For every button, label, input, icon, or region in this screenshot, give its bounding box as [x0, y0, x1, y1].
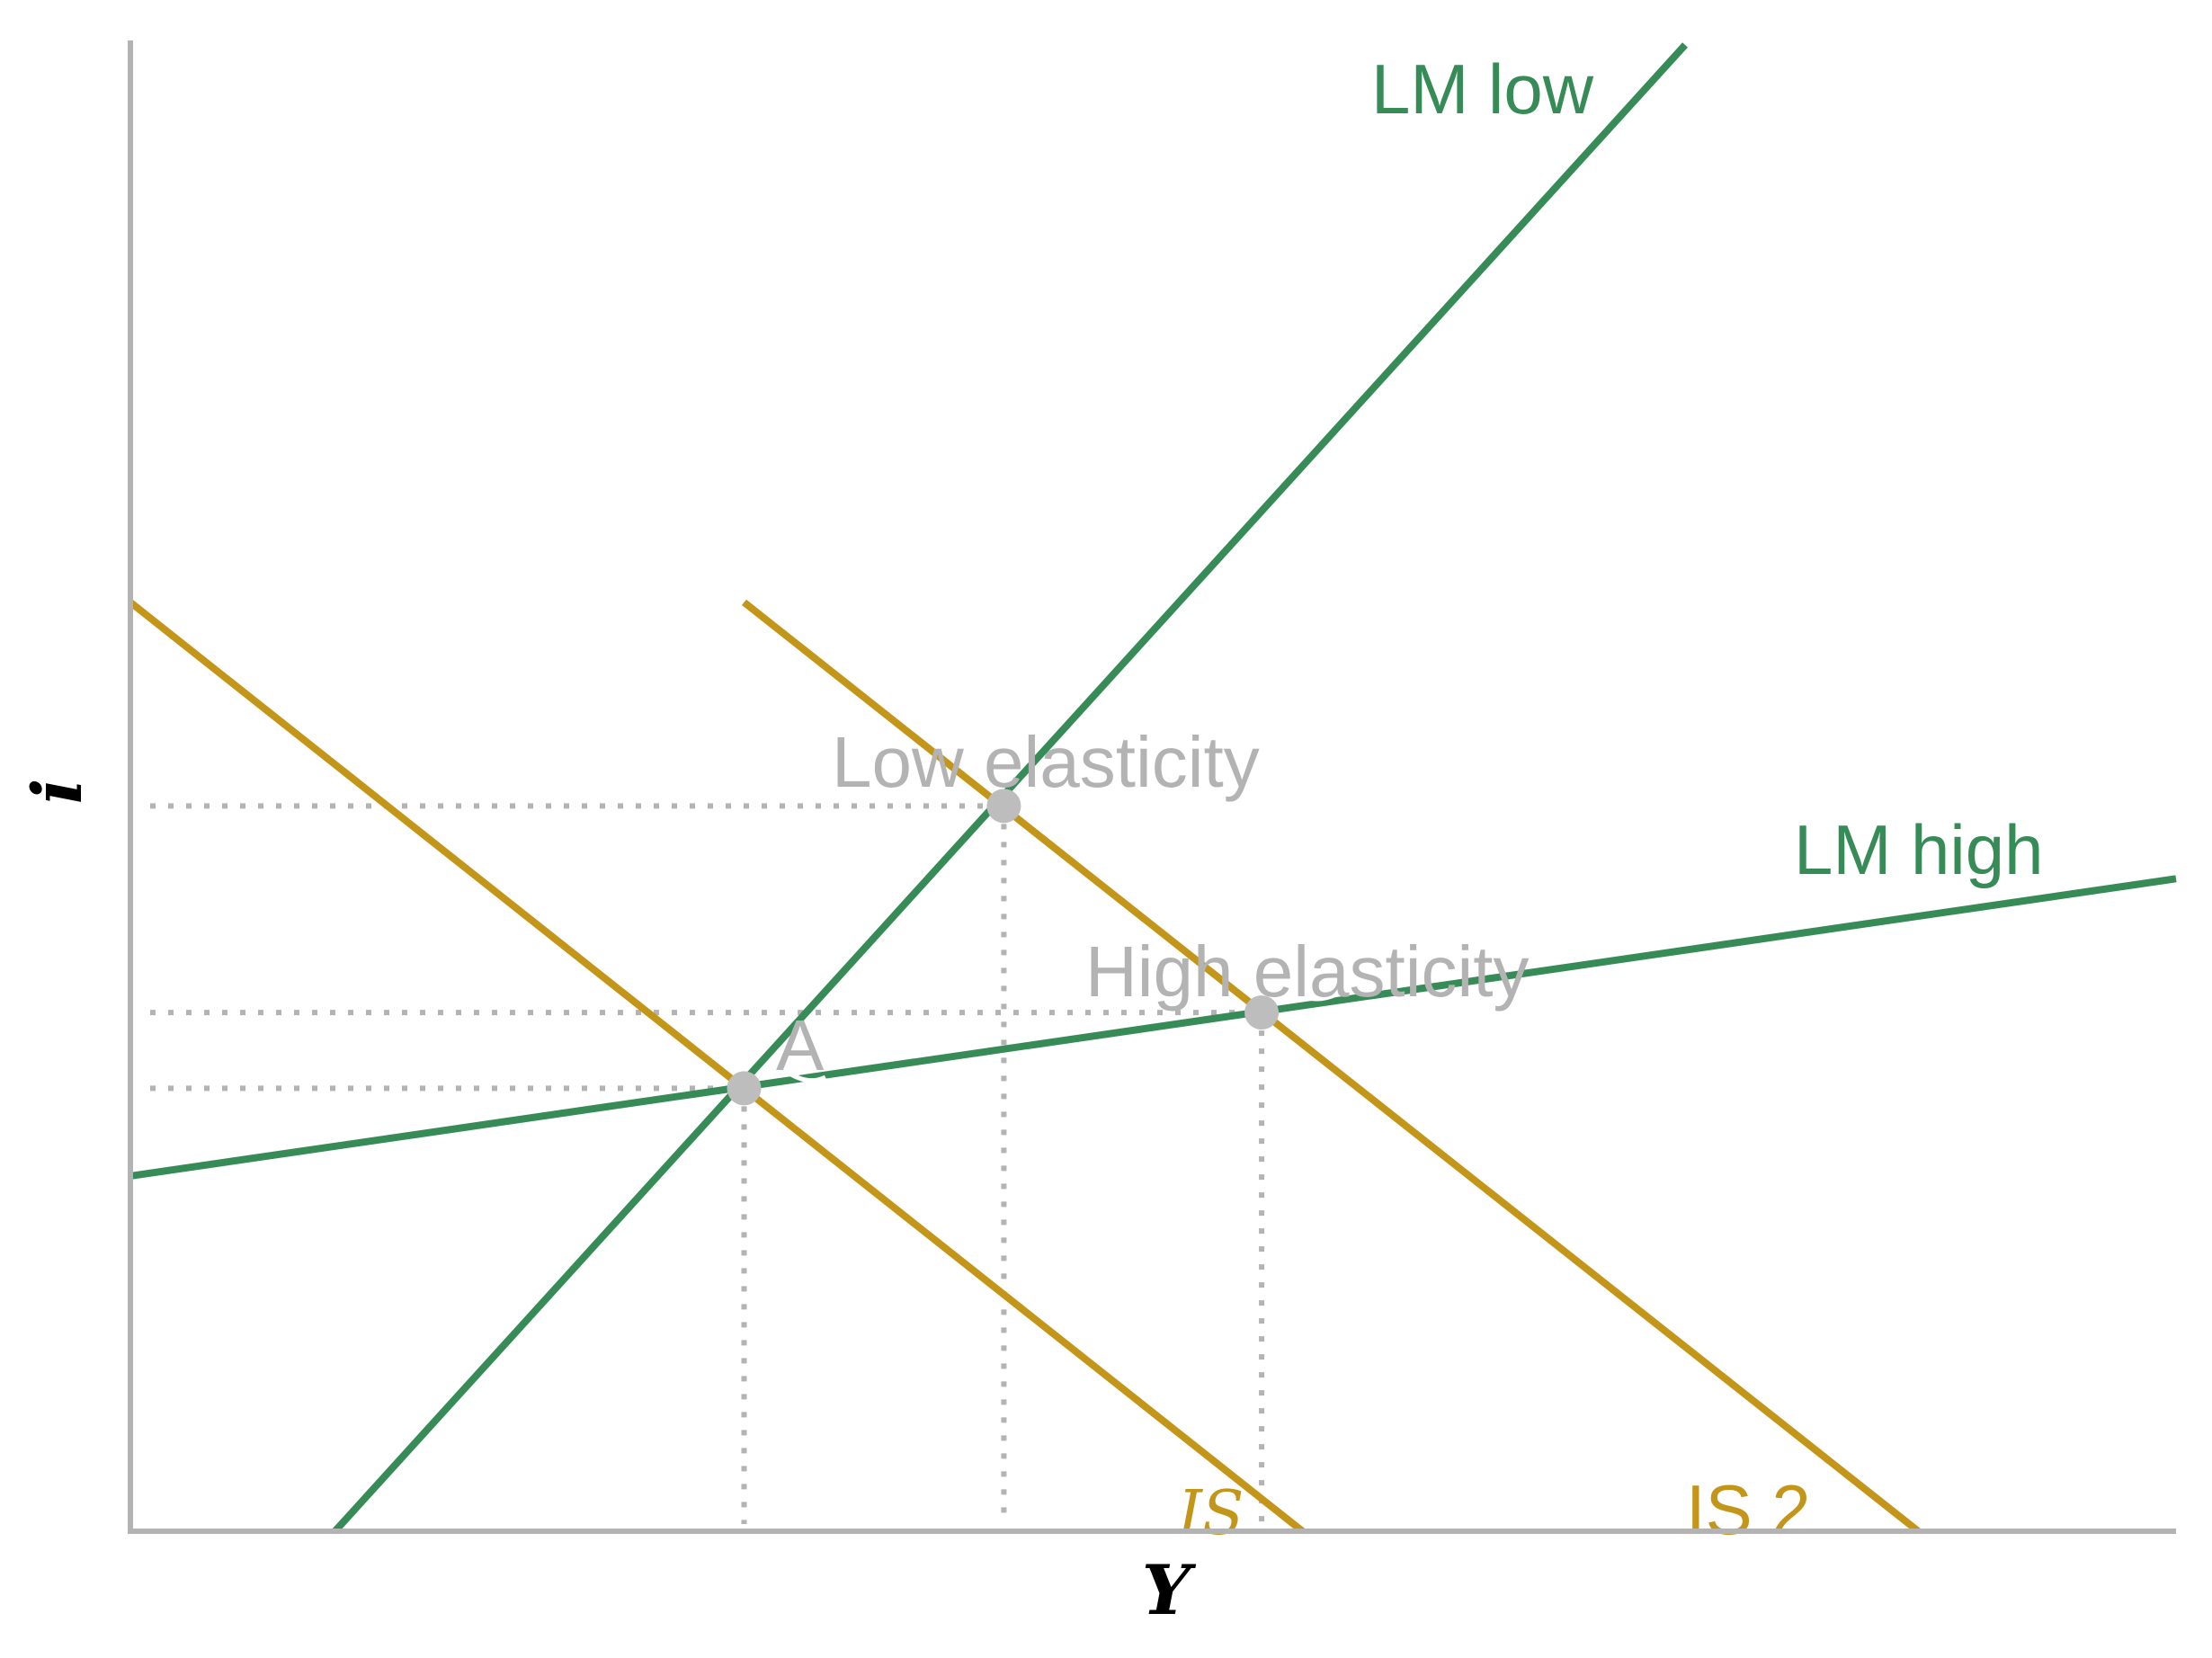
- curves: [128, 42, 2177, 1535]
- label-is-2: IS 2: [1686, 1470, 1811, 1549]
- connector-high-elasticity: [1291, 990, 1338, 1002]
- curve-is: [128, 599, 1306, 1535]
- label-is: IS: [1176, 1478, 1244, 1549]
- connector-a: [788, 1071, 827, 1083]
- point-high-elasticity: [1244, 995, 1280, 1030]
- equilibrium-points: [727, 789, 1280, 1106]
- curve-is-2: [742, 599, 1921, 1535]
- label-high-elasticity: High elasticity: [1085, 932, 1530, 1012]
- label-lm-high: LM high: [1794, 810, 2044, 889]
- y-axis-label: i: [17, 779, 97, 805]
- curve-lm-low: [332, 42, 1688, 1534]
- x-axis-label: Y: [1142, 1550, 1197, 1630]
- labels: LM low LM high IS IS 2 A Low elasticity High e…: [776, 49, 2044, 1549]
- curve-lm-high: [129, 875, 2177, 1180]
- label-lm-low: LM low: [1371, 49, 1594, 129]
- label-a: A: [776, 1005, 825, 1085]
- label-low-elasticity: Low elasticity: [832, 722, 1260, 802]
- guide-lines: [150, 803, 1265, 1524]
- point-a: [727, 1071, 762, 1106]
- point-low-elasticity: [986, 789, 1021, 824]
